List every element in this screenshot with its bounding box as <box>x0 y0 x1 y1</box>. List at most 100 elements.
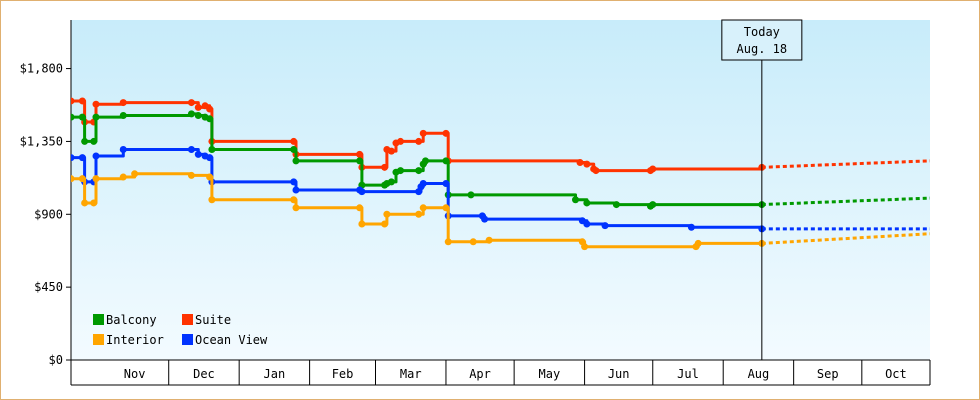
data-point <box>208 146 216 154</box>
data-point <box>467 191 475 199</box>
data-point <box>194 103 202 111</box>
series-balcony <box>71 110 930 210</box>
data-point <box>292 186 300 194</box>
y-axis: $0 $450 $900 $1,350 $1,800 <box>20 20 72 367</box>
data-point <box>290 178 298 186</box>
today-box <box>721 19 803 61</box>
data-point <box>92 113 100 121</box>
x-tick-label: Dec <box>193 367 215 381</box>
x-tick-label: Jul <box>677 367 699 381</box>
legend-swatch <box>93 314 104 325</box>
data-point <box>356 157 364 165</box>
data-point <box>356 150 364 158</box>
data-point <box>71 113 75 121</box>
data-point <box>687 223 695 231</box>
data-point <box>358 220 366 228</box>
series-suite <box>71 97 930 175</box>
today-marker: Today Aug. 18 <box>721 19 803 360</box>
data-point <box>90 137 98 145</box>
data-point <box>592 167 600 175</box>
data-point <box>206 115 214 123</box>
data-point <box>92 152 100 160</box>
data-point <box>581 243 589 251</box>
y-tick-label: $1,800 <box>20 62 63 76</box>
data-point <box>290 146 298 154</box>
data-point <box>194 150 202 158</box>
legend-swatch <box>182 334 193 345</box>
data-point <box>292 157 300 165</box>
data-point <box>469 238 477 246</box>
data-point <box>206 173 214 181</box>
legend-item-ocean-view: Ocean View <box>182 333 268 347</box>
data-point <box>358 188 366 196</box>
data-point <box>290 137 298 145</box>
data-point <box>612 201 620 209</box>
data-point <box>187 146 195 154</box>
data-point <box>81 137 89 145</box>
data-point <box>71 154 75 162</box>
data-point <box>397 137 405 145</box>
data-point <box>71 97 75 105</box>
data-point <box>601 222 609 230</box>
plot-area <box>71 20 930 360</box>
data-point <box>415 137 423 145</box>
x-tick-label: Jun <box>608 367 630 381</box>
data-point <box>422 157 430 165</box>
data-point <box>71 175 75 183</box>
data-point <box>383 210 391 218</box>
data-point <box>694 239 702 247</box>
data-point <box>119 112 127 120</box>
data-point <box>78 113 86 121</box>
today-label: Today <box>744 25 780 39</box>
legend: Balcony Suite Interior Ocean View <box>93 313 268 347</box>
data-point <box>194 112 202 120</box>
data-point <box>442 129 450 137</box>
data-point <box>206 105 214 113</box>
data-point <box>419 204 427 212</box>
data-point <box>187 171 195 179</box>
legend-label: Balcony <box>106 313 157 327</box>
x-tick-label: Aug <box>748 367 770 381</box>
data-point <box>583 199 591 207</box>
x-tick-label: Mar <box>400 367 422 381</box>
data-point <box>119 146 127 154</box>
legend-item-suite: Suite <box>182 313 231 327</box>
data-point <box>419 129 427 137</box>
today-date: Aug. 18 <box>737 42 788 56</box>
series-forecast-line <box>761 232 930 245</box>
series-layer <box>71 97 930 251</box>
data-point <box>292 204 300 212</box>
data-point <box>583 220 591 228</box>
data-point <box>356 204 364 212</box>
y-tick-label: $450 <box>34 280 63 294</box>
data-point <box>187 99 195 107</box>
data-point <box>415 167 423 175</box>
data-point <box>442 157 450 165</box>
data-point <box>485 236 493 244</box>
data-point <box>419 180 427 188</box>
data-point <box>381 163 389 171</box>
x-axis: Nov Dec Jan Feb Mar Apr May Jun Jul Aug Sep Oct <box>70 359 931 386</box>
x-tick-label: Oct <box>885 367 907 381</box>
data-point <box>583 160 591 168</box>
x-tick-label: Sep <box>817 367 839 381</box>
data-point <box>92 175 100 183</box>
y-tick-label: $0 <box>49 353 63 367</box>
x-tick-label: Jan <box>264 367 286 381</box>
data-point <box>119 173 127 181</box>
legend-item-interior: Interior <box>93 333 164 347</box>
data-point <box>649 165 657 173</box>
data-point <box>290 196 298 204</box>
data-point <box>119 99 127 107</box>
data-point <box>442 180 450 188</box>
data-point <box>649 201 657 209</box>
legend-label: Interior <box>106 333 164 347</box>
data-point <box>397 167 405 175</box>
data-point <box>187 110 195 118</box>
legend-swatch <box>182 314 193 325</box>
data-point <box>444 238 452 246</box>
x-tick-label: Apr <box>469 367 491 381</box>
data-point <box>571 196 579 204</box>
data-point <box>442 204 450 212</box>
legend-label: Ocean View <box>195 333 268 347</box>
